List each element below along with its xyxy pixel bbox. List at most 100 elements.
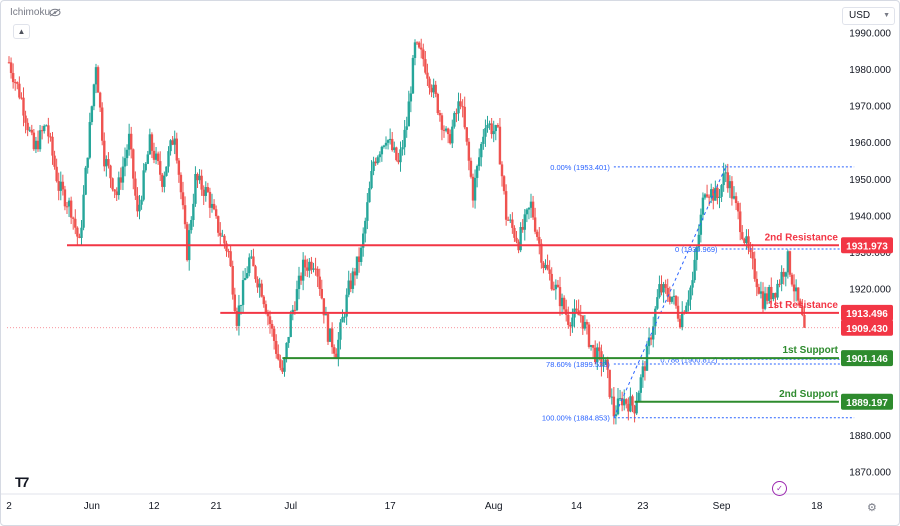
candle-body xyxy=(662,284,665,293)
candle-body xyxy=(196,174,199,181)
candle-body xyxy=(620,398,624,406)
candle-body xyxy=(635,402,638,414)
candle-body xyxy=(204,187,207,196)
bolt-icon[interactable]: ✓ xyxy=(772,481,787,496)
candle-body xyxy=(736,203,740,212)
candle-body xyxy=(507,219,510,221)
candle-body xyxy=(86,157,89,168)
candle-body xyxy=(548,269,551,274)
candle-body xyxy=(616,398,620,415)
indicator-label[interactable]: Ichimoku xyxy=(10,7,51,18)
candle-body xyxy=(28,129,31,131)
candle-body xyxy=(105,159,108,167)
candle-body xyxy=(231,266,234,295)
eye-hidden-icon[interactable] xyxy=(49,8,61,17)
candle-body xyxy=(618,398,622,400)
candle-body xyxy=(720,185,723,197)
x-tick-label: 21 xyxy=(211,501,223,512)
candle-body xyxy=(710,189,713,198)
candle-body xyxy=(237,305,241,326)
y-tick-label: 1960.000 xyxy=(849,138,891,149)
candle-body xyxy=(370,171,373,189)
settings-gear-icon[interactable]: ⚙ xyxy=(867,502,877,514)
candle-body xyxy=(803,315,806,328)
fib-trend-line xyxy=(613,166,727,418)
candle-body xyxy=(627,403,630,412)
candle-body xyxy=(475,166,479,178)
candle-body xyxy=(610,396,613,398)
x-tick-label: 12 xyxy=(148,501,160,512)
fib-level-label: 0 (1930.969) xyxy=(675,245,718,254)
candle-body xyxy=(279,359,282,368)
candle-body xyxy=(268,316,272,324)
currency-selector[interactable]: USD ▼ xyxy=(842,7,895,25)
candle-body xyxy=(652,326,655,340)
candle-body xyxy=(701,197,705,215)
y-tick-label: 1940.000 xyxy=(849,211,891,222)
candle-body xyxy=(581,315,584,329)
candle-body xyxy=(722,173,725,186)
candle-body xyxy=(519,226,522,251)
candle-body xyxy=(256,279,259,288)
y-tick-label: 1920.000 xyxy=(849,285,891,296)
support-label: 2nd Support xyxy=(779,389,839,400)
candle-body xyxy=(210,203,214,208)
candle-body xyxy=(374,161,377,164)
candle-body xyxy=(227,251,230,253)
candle-body xyxy=(666,287,669,297)
price-tag-support-bg xyxy=(841,350,893,367)
candle-body xyxy=(92,84,96,107)
candle-body xyxy=(691,280,694,288)
fib-level-label: 0.786 (1900.812) xyxy=(660,355,718,364)
candle-body xyxy=(24,115,27,123)
candle-body xyxy=(34,140,38,150)
candle-body xyxy=(229,251,232,267)
candle-body xyxy=(333,347,336,354)
candle-body xyxy=(380,146,384,155)
candle-body xyxy=(206,187,210,192)
candle-body xyxy=(664,284,667,288)
candle-body xyxy=(523,214,526,230)
candle-body xyxy=(681,311,684,328)
candle-body xyxy=(490,123,493,135)
candle-body xyxy=(299,275,303,281)
candle-body xyxy=(695,247,698,260)
candle-body xyxy=(328,328,332,342)
candle-body xyxy=(345,294,348,317)
candle-body xyxy=(22,97,25,116)
candle-body xyxy=(96,67,100,93)
candle-body xyxy=(494,125,497,132)
candle-body xyxy=(428,78,431,88)
candle-body xyxy=(372,161,375,172)
candle-body xyxy=(562,297,566,310)
candle-body xyxy=(697,234,700,248)
candle-body xyxy=(78,236,81,238)
candle-body xyxy=(7,62,11,64)
candle-body xyxy=(163,175,166,187)
candle-body xyxy=(140,199,143,205)
candle-body xyxy=(407,101,410,127)
candle-body xyxy=(266,313,270,317)
candle-body xyxy=(589,345,593,347)
candle-body xyxy=(463,106,466,128)
candle-body xyxy=(571,317,574,327)
candle-body xyxy=(554,284,558,290)
candle-body xyxy=(724,172,727,174)
candle-body xyxy=(415,42,419,44)
candle-body xyxy=(531,201,535,218)
candle-body xyxy=(685,305,688,314)
candle-body xyxy=(465,127,468,142)
y-tick-label: 1990.000 xyxy=(849,28,891,39)
candle-body xyxy=(101,107,104,141)
collapse-legend-button[interactable]: ▲ xyxy=(13,24,30,39)
candle-body xyxy=(330,328,334,348)
candle-body xyxy=(243,278,247,281)
candle-body xyxy=(509,219,512,221)
candle-body xyxy=(753,258,756,279)
candle-body xyxy=(121,166,125,183)
candle-body xyxy=(312,268,315,270)
candle-body xyxy=(192,203,195,221)
candle-body xyxy=(484,128,487,137)
candle-body xyxy=(90,106,94,123)
